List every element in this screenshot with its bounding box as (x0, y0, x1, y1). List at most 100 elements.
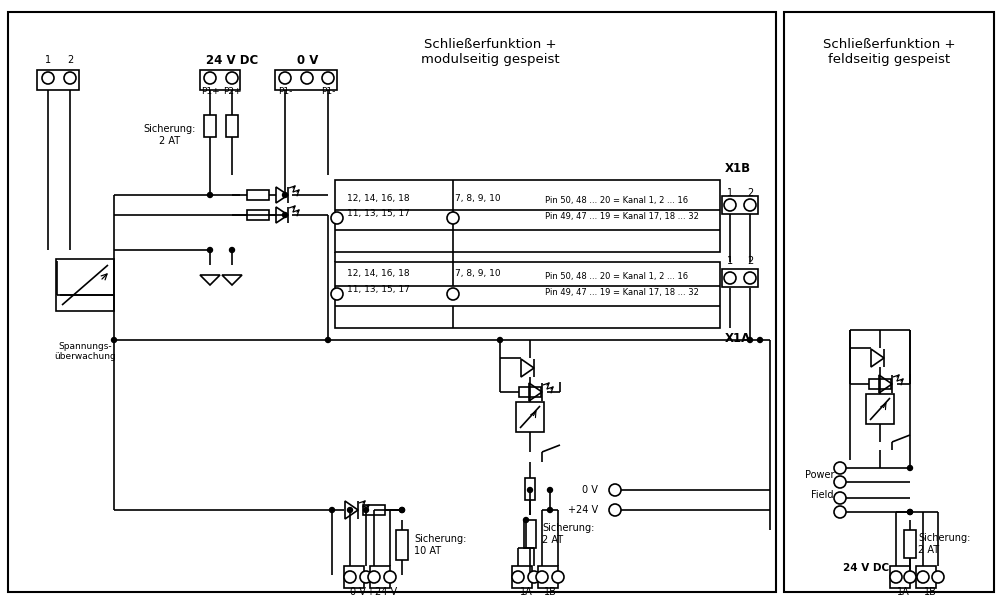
Text: Pin 50, 48 ... 20 = Kanal 1, 2 ... 16: Pin 50, 48 ... 20 = Kanal 1, 2 ... 16 (545, 196, 688, 205)
Bar (866, 394, 894, 424)
Bar (538, 566, 558, 588)
Circle shape (834, 476, 846, 488)
Circle shape (447, 288, 459, 300)
Circle shape (908, 466, 912, 471)
Circle shape (724, 272, 736, 284)
Circle shape (758, 338, 763, 342)
Circle shape (331, 288, 343, 300)
Text: Spannungs-
überwachung: Spannungs- überwachung (54, 342, 116, 361)
Bar (204, 115, 216, 137)
Bar (890, 566, 910, 588)
Circle shape (42, 72, 54, 84)
Bar (722, 269, 758, 287)
Text: 24 V DC: 24 V DC (843, 563, 889, 573)
Circle shape (528, 487, 532, 492)
Circle shape (512, 571, 524, 583)
Bar (784, 12, 994, 592)
Circle shape (208, 248, 212, 252)
Bar (363, 505, 385, 515)
Circle shape (330, 507, 334, 513)
Text: +24 V: +24 V (367, 587, 397, 597)
Bar (516, 402, 544, 432)
Circle shape (834, 462, 846, 474)
Bar (519, 387, 541, 397)
Text: 7, 8, 9, 10: 7, 8, 9, 10 (455, 269, 501, 278)
Circle shape (331, 212, 343, 224)
Circle shape (322, 72, 334, 84)
Circle shape (301, 72, 313, 84)
Circle shape (932, 571, 944, 583)
Text: 2: 2 (747, 256, 753, 266)
Text: 1: 1 (727, 256, 733, 266)
Text: Schließerfunktion +
feldseitig gespeist: Schließerfunktion + feldseitig gespeist (823, 38, 955, 66)
Circle shape (524, 518, 528, 522)
Bar (524, 520, 536, 548)
Circle shape (226, 72, 238, 84)
Circle shape (279, 72, 291, 84)
Text: P1-: P1- (321, 88, 335, 97)
Bar (525, 478, 535, 500)
Circle shape (112, 338, 116, 342)
Circle shape (528, 571, 540, 583)
Text: 0 V: 0 V (582, 485, 598, 495)
Bar (869, 379, 891, 389)
Circle shape (64, 72, 76, 84)
Circle shape (724, 199, 736, 211)
Text: 2: 2 (67, 55, 73, 65)
Circle shape (917, 571, 929, 583)
Text: P1+: P1+ (201, 88, 219, 97)
Circle shape (400, 507, 404, 513)
Text: Schließerfunktion +
modulseitig gespeist: Schließerfunktion + modulseitig gespeist (421, 38, 559, 66)
Circle shape (348, 507, 352, 513)
Text: Power: Power (804, 470, 834, 480)
Text: 1A: 1A (520, 587, 532, 597)
Text: 1B: 1B (924, 587, 936, 597)
Text: Field: Field (812, 490, 834, 500)
Text: 11, 13, 15, 17: 11, 13, 15, 17 (347, 209, 410, 218)
Text: Pin 49, 47 ... 19 = Kanal 17, 18 ... 32: Pin 49, 47 ... 19 = Kanal 17, 18 ... 32 (545, 288, 699, 297)
Text: Sicherung:
2 AT: Sicherung: 2 AT (144, 124, 196, 146)
Text: 12, 14, 16, 18: 12, 14, 16, 18 (347, 269, 410, 278)
Text: X1A: X1A (725, 332, 751, 345)
Circle shape (400, 507, 404, 513)
Circle shape (834, 492, 846, 504)
Circle shape (360, 571, 372, 583)
Text: 12, 14, 16, 18: 12, 14, 16, 18 (347, 194, 410, 203)
Text: 0 V: 0 V (350, 587, 366, 597)
Text: Pin 50, 48 ... 20 = Kanal 1, 2 ... 16: Pin 50, 48 ... 20 = Kanal 1, 2 ... 16 (545, 272, 688, 281)
Circle shape (552, 571, 564, 583)
Bar (916, 566, 936, 588)
Circle shape (208, 193, 212, 198)
Text: 24 V DC: 24 V DC (206, 54, 258, 66)
Bar (904, 530, 916, 558)
Circle shape (748, 338, 753, 342)
Bar (396, 530, 408, 560)
Text: 7, 8, 9, 10: 7, 8, 9, 10 (455, 194, 501, 203)
Bar (275, 70, 337, 90)
Text: 1: 1 (727, 188, 733, 198)
Text: 1: 1 (45, 55, 51, 65)
Circle shape (908, 510, 912, 515)
Text: Sicherung:
2 AT: Sicherung: 2 AT (918, 533, 970, 555)
Circle shape (283, 193, 288, 198)
Text: 2: 2 (747, 188, 753, 198)
Circle shape (344, 571, 356, 583)
Circle shape (744, 199, 756, 211)
Bar (37, 70, 79, 90)
Circle shape (536, 571, 548, 583)
Text: 0 V: 0 V (297, 54, 319, 66)
Circle shape (326, 338, 330, 342)
Circle shape (204, 72, 216, 84)
Text: +24 V: +24 V (568, 505, 598, 515)
Bar (226, 115, 238, 137)
Bar (247, 190, 269, 200)
Text: Sicherung:
2 AT: Sicherung: 2 AT (542, 523, 594, 545)
Text: P2+: P2+ (223, 88, 241, 97)
Circle shape (609, 484, 621, 496)
Bar (335, 180, 720, 252)
Circle shape (498, 338, 503, 342)
Circle shape (904, 571, 916, 583)
Circle shape (447, 212, 459, 224)
Circle shape (230, 248, 234, 252)
Bar (512, 566, 532, 588)
